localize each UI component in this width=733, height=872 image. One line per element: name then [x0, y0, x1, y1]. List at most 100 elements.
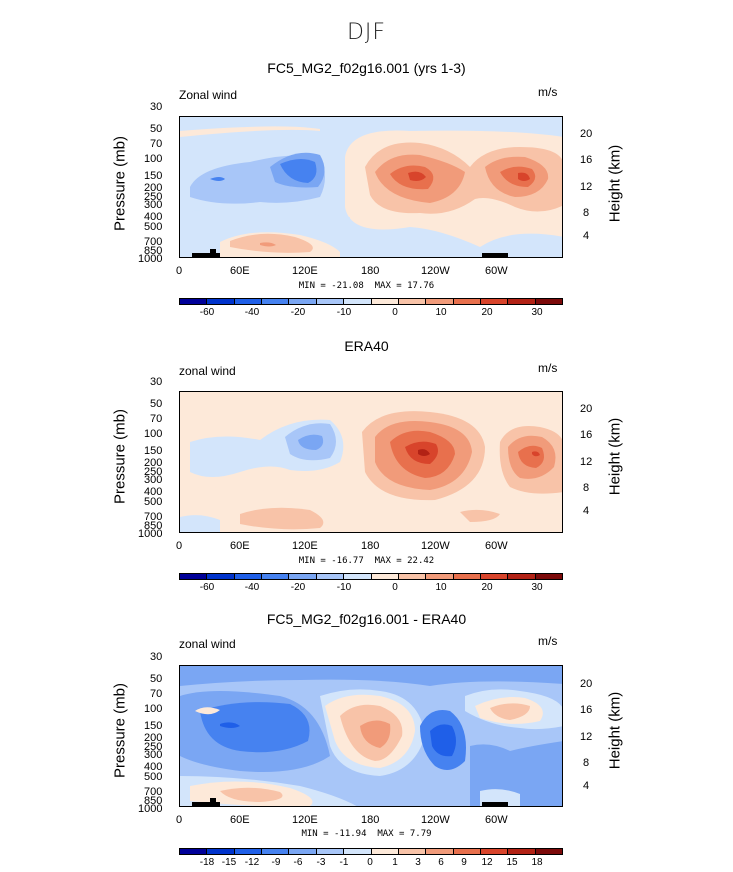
colorbar-label: 9 [461, 857, 467, 868]
y-tick-label: 300 [144, 474, 163, 486]
colorbar-swatch [426, 574, 454, 579]
x-tick-label: 60W [485, 540, 508, 552]
variable-label: Zonal wind [179, 88, 238, 102]
colorbar-swatch [508, 849, 536, 854]
min-max-text: MIN = -21.08 MAX = 17.76 [0, 281, 733, 291]
y-right-tick-label: 16 [580, 704, 593, 716]
y-tick-label: 200 [144, 457, 163, 469]
y-tick-label: 400 [144, 211, 163, 223]
colorbar-label: 0 [367, 857, 373, 868]
colorbar-swatch [371, 849, 399, 854]
colorbar-swatch [426, 849, 454, 854]
colorbar-swatch [371, 574, 399, 579]
colorbar-swatch [234, 849, 263, 854]
colorbar-swatch [426, 299, 454, 304]
units-label: m/s [538, 634, 558, 648]
panel-title: FC5_MG2_f02g16.001 - ERA40 [266, 611, 467, 627]
colorbar-swatch [535, 574, 563, 579]
y-tick-label: 400 [144, 761, 163, 773]
colorbar-swatch [344, 574, 372, 579]
y-right-tick-label: 4 [583, 780, 590, 792]
y-right-tick-label: 16 [580, 154, 593, 166]
colorbar [179, 848, 563, 855]
min-max-text: MIN = -11.94 MAX = 7.79 [0, 829, 733, 839]
colorbar-label: -10 [336, 582, 352, 593]
y-tick-label: 500 [144, 496, 163, 508]
colorbar-label: -10 [336, 307, 352, 318]
x-tick-label: 120W [421, 265, 450, 277]
colorbar-label: -15 [221, 857, 237, 868]
y-right-tick-label: 12 [580, 456, 593, 468]
colorbar-swatch [180, 849, 208, 854]
y-tick-label: 700 [144, 786, 163, 798]
y-tick-label: 1000 [138, 803, 163, 815]
colorbar-swatch [480, 849, 509, 854]
y-right-tick-label: 4 [583, 230, 590, 242]
colorbar-swatch [344, 849, 372, 854]
y-right-tick-label: 20 [580, 403, 593, 415]
y-tick-label: 150 [144, 720, 163, 732]
y-tick-label: 700 [144, 511, 163, 523]
y-tick-label: 850 [144, 520, 163, 532]
variable-label: zonal wind [179, 637, 236, 651]
colorbar-label: -9 [271, 857, 281, 868]
x-tick-label: 120W [421, 814, 450, 826]
x-tick-label: 0 [176, 265, 183, 277]
y-axis-title-right: Height (km) [606, 691, 624, 770]
y-tick-label: 70 [150, 413, 163, 425]
colorbar-swatch [508, 299, 536, 304]
y-right-tick-label: 16 [580, 429, 593, 441]
colorbar-swatch [508, 574, 536, 579]
x-tick-label: 120E [292, 814, 318, 826]
colorbar [179, 298, 563, 305]
y-tick-label: 100 [144, 703, 163, 715]
y-tick-label: 50 [150, 123, 163, 135]
colorbar-swatch [289, 849, 317, 854]
min-max-text: MIN = -16.77 MAX = 22.42 [0, 556, 733, 566]
colorbar-label: 30 [531, 582, 543, 593]
colorbar-swatch [180, 574, 208, 579]
y-tick-label: 250 [144, 191, 163, 203]
colorbar-swatch [207, 299, 235, 304]
x-tick-label: 180 [361, 540, 380, 552]
figure-title: DJF [346, 20, 387, 45]
colorbar-label: -3 [316, 857, 326, 868]
colorbar-swatch [344, 299, 372, 304]
colorbar-label: -18 [199, 857, 215, 868]
colorbar-swatch [453, 574, 481, 579]
y-tick-label: 50 [150, 398, 163, 410]
y-tick-label: 150 [144, 445, 163, 457]
contour-plot [179, 665, 563, 807]
colorbar-swatch [262, 574, 290, 579]
min-text: MIN = -11.94 [301, 829, 367, 839]
colorbar-swatch [262, 299, 290, 304]
y-tick-label: 500 [144, 771, 163, 783]
colorbar-label: -40 [244, 307, 260, 318]
y-tick-label: 250 [144, 466, 163, 478]
y-tick-label: 300 [144, 749, 163, 761]
y-tick-label: 850 [144, 245, 163, 257]
contour-plot [179, 116, 563, 258]
y-axis-title-right: Height (km) [606, 144, 624, 223]
colorbar-swatch [316, 574, 345, 579]
colorbar-swatch [316, 299, 345, 304]
colorbar-label: -40 [244, 582, 260, 593]
colorbar [179, 573, 563, 580]
y-right-tick-label: 4 [583, 505, 590, 517]
colorbar-swatch [207, 574, 235, 579]
y-axis-title-right: Height (km) [606, 417, 624, 496]
y-tick-label: 300 [144, 199, 163, 211]
y-right-tick-label: 20 [580, 128, 593, 140]
y-axis-title: Pressure (mb) [111, 682, 129, 779]
y-tick-label: 250 [144, 741, 163, 753]
x-tick-label: 60W [485, 265, 508, 277]
x-tick-label: 180 [361, 265, 380, 277]
y-tick-label: 30 [150, 376, 163, 388]
y-tick-label: 700 [144, 236, 163, 248]
y-right-tick-label: 8 [583, 207, 590, 219]
colorbar-swatch [371, 299, 399, 304]
x-tick-label: 120E [292, 540, 318, 552]
x-tick-label: 60E [230, 814, 250, 826]
y-tick-label: 100 [144, 428, 163, 440]
y-tick-label: 70 [150, 138, 163, 150]
